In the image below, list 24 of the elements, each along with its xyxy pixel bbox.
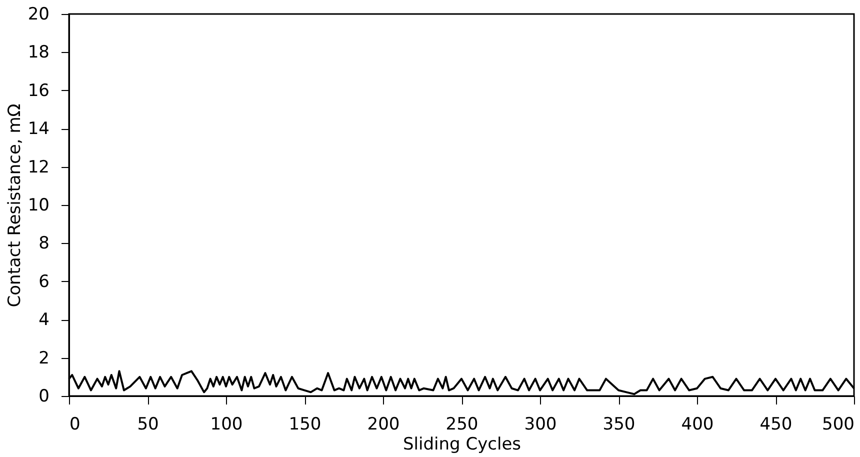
x-tick-label: 400	[681, 414, 714, 434]
y-tick-label: 0	[38, 386, 50, 406]
x-tick-label: 300	[524, 414, 557, 434]
x-tick-label: 150	[288, 414, 322, 434]
x-tick-label: 50	[137, 414, 159, 434]
y-tick-label: 6	[38, 272, 50, 292]
y-tick-label: 10	[28, 196, 50, 216]
x-tick-label: 100	[210, 414, 243, 434]
x-tick-label: 450	[760, 414, 792, 434]
y-tick-label: 16	[28, 80, 50, 101]
x-tick-label: 350	[602, 414, 636, 434]
y-tick-label: 20	[28, 4, 50, 24]
y-tick-label: 4	[38, 310, 50, 330]
y-tick-label: 12	[28, 157, 50, 178]
x-tick-label: 0	[70, 414, 80, 434]
y-tick-label: 8	[38, 234, 50, 254]
x-axis-title: Sliding Cycles	[402, 434, 522, 454]
x-tick-label: 200	[367, 414, 400, 434]
y-tick-label: 2	[38, 348, 50, 368]
x-tick-label: 250	[446, 414, 478, 434]
x-tick-label: 500	[822, 414, 854, 434]
y-tick-label: 14	[28, 119, 50, 140]
y-tick-label: 18	[28, 42, 50, 63]
y-axis-title: Contact Resistance, mΩ	[4, 104, 25, 308]
